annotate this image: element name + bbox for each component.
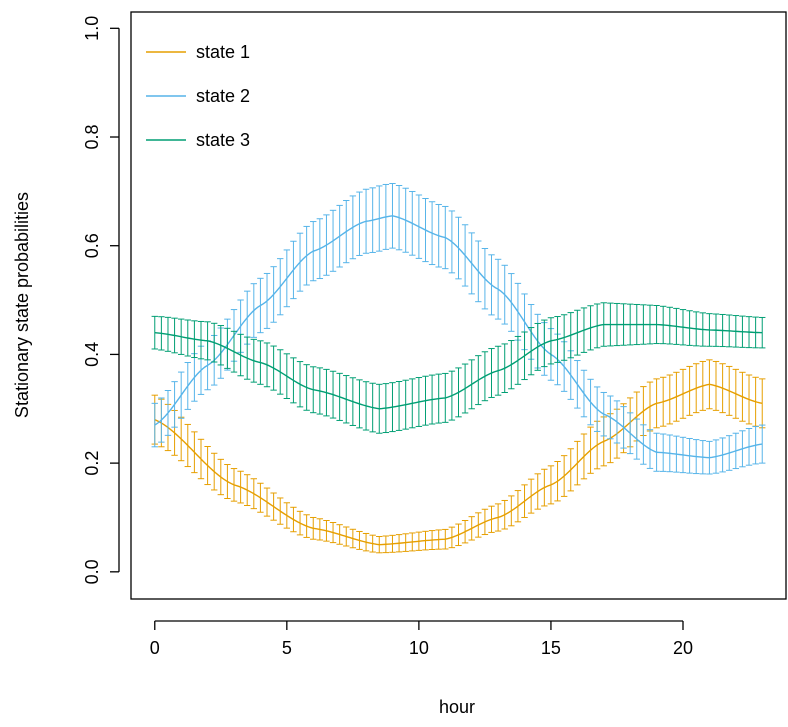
- legend-label: state 1: [196, 42, 250, 62]
- y-tick-label: 0.8: [82, 124, 102, 149]
- series-3: [151, 302, 766, 434]
- series-line: [154, 215, 763, 459]
- plot-frame: [130, 11, 787, 600]
- x-tick-label: 0: [150, 638, 160, 658]
- axes-layer: [130, 11, 787, 600]
- series-line: [154, 383, 763, 546]
- series-1: [151, 359, 766, 554]
- y-tick-label: 0.4: [82, 342, 102, 367]
- x-tick-label: 10: [409, 638, 429, 658]
- y-tick-label: 0.2: [82, 451, 102, 476]
- y-tick-label: 0.6: [82, 233, 102, 258]
- series-layer: [151, 183, 766, 554]
- series-line: [154, 323, 763, 410]
- legend-label: state 3: [196, 130, 250, 150]
- series-2: [151, 183, 766, 475]
- y-tick-label: 1.0: [82, 16, 102, 41]
- legend: state 1 state 2 state 3: [146, 42, 250, 150]
- x-tick-label: 20: [673, 638, 693, 658]
- x-tick-label: 15: [541, 638, 561, 658]
- y-tick-label: 0.0: [82, 559, 102, 584]
- legend-label: state 2: [196, 86, 250, 106]
- x-tick-label: 5: [282, 638, 292, 658]
- x-axis-title: hour: [439, 697, 475, 717]
- y-axis-title: Stationary state probabilities: [12, 192, 32, 418]
- ticks-layer: 0 5 10 15 20 0.0 0.2 0.4 0.6 0.8 1.0: [82, 16, 693, 658]
